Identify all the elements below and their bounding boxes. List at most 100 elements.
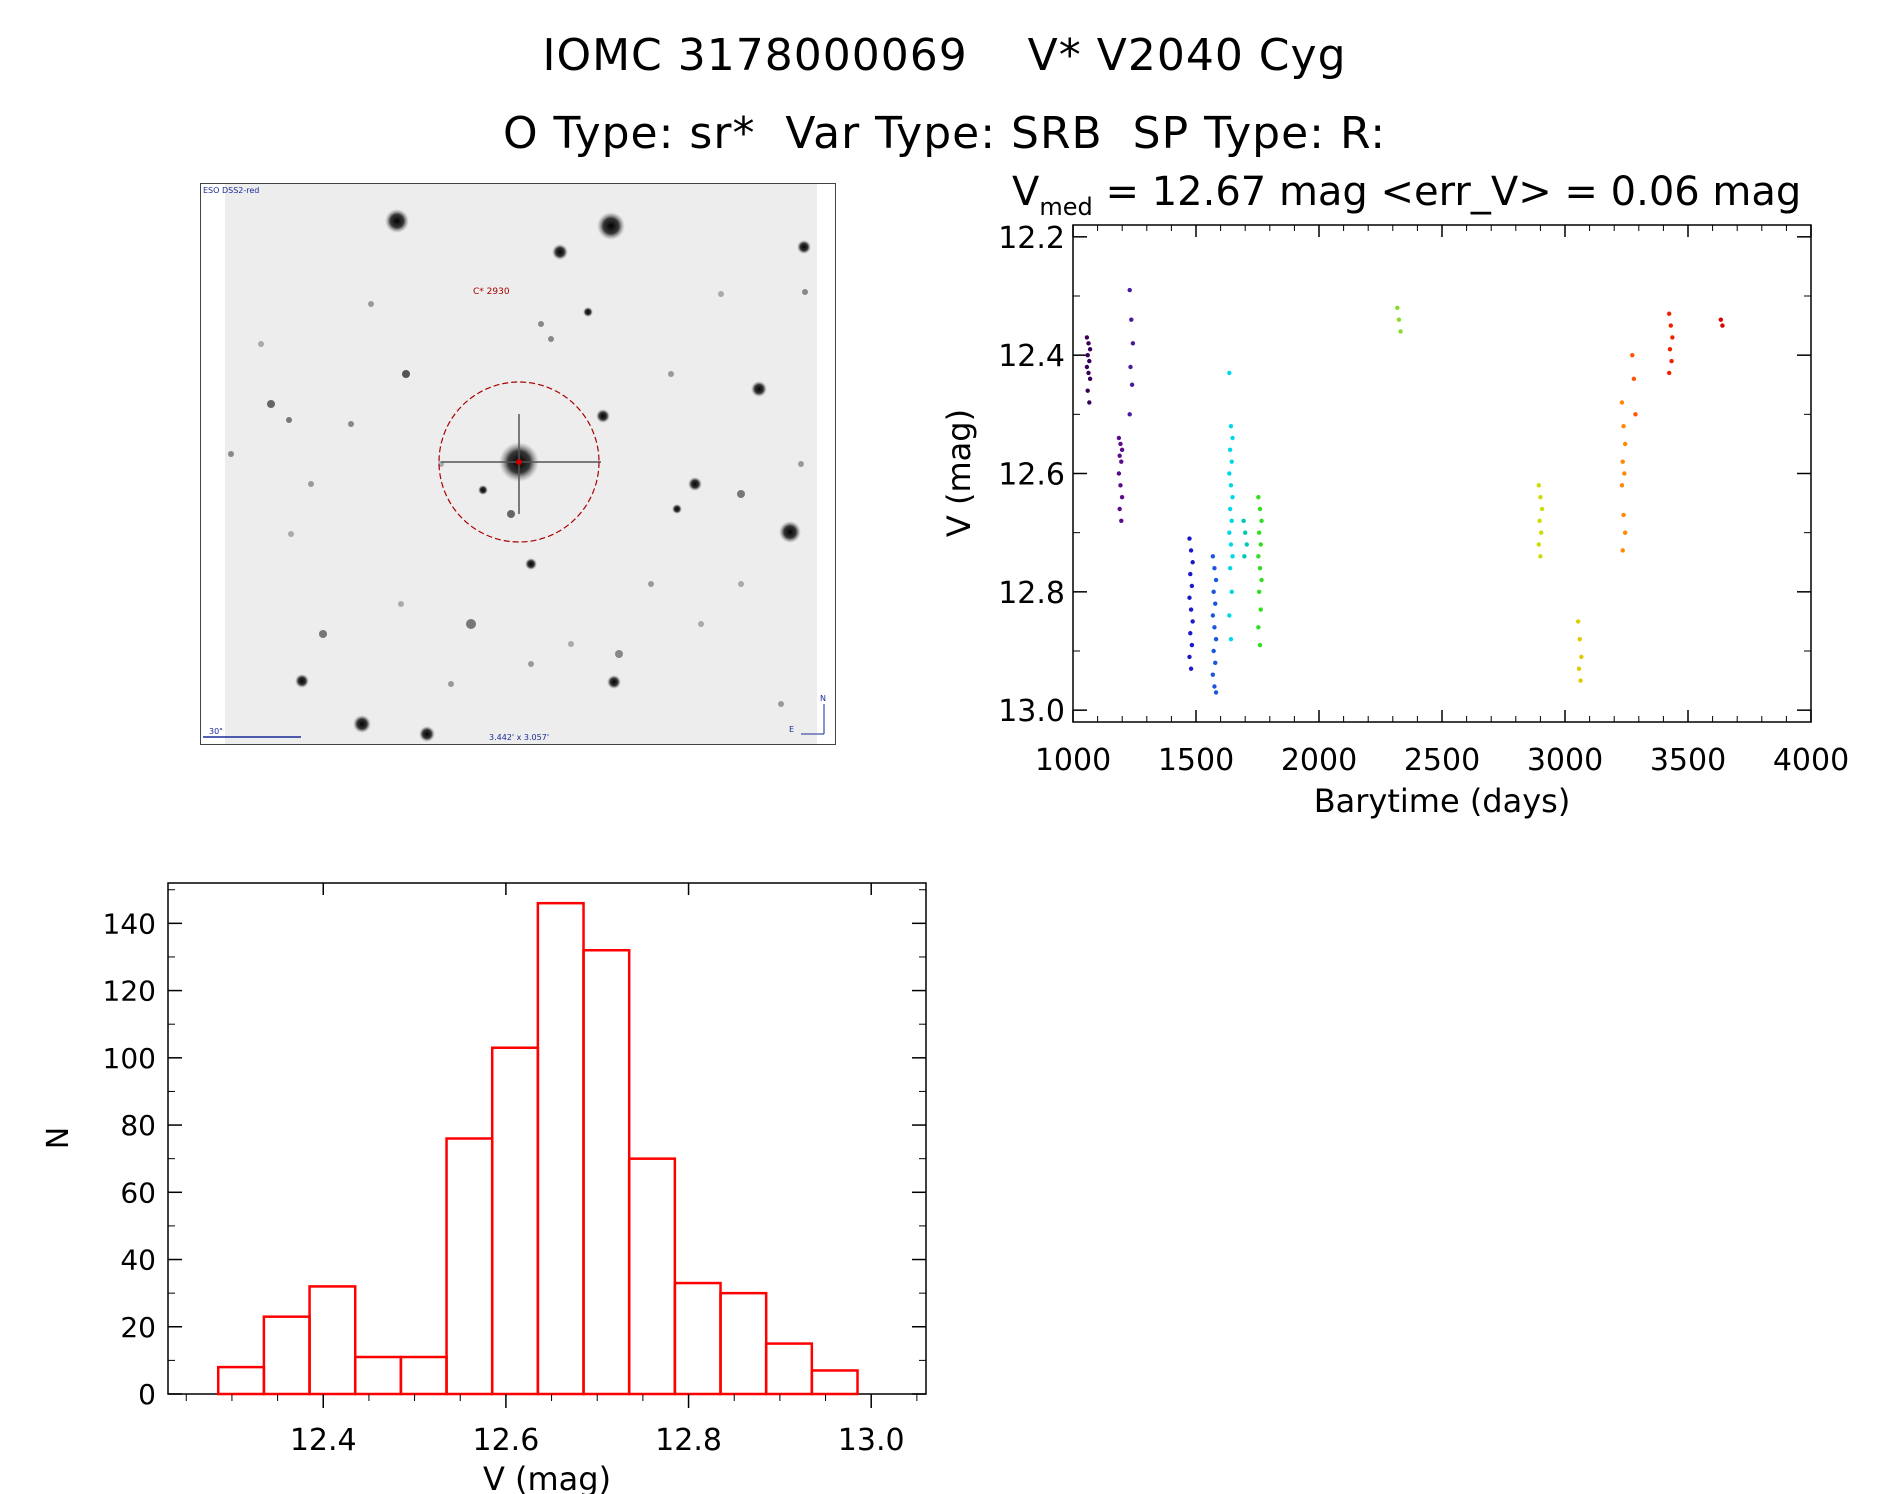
lc-point xyxy=(1575,619,1581,624)
lc-xtick-label: 3500 xyxy=(1650,743,1726,778)
title-subscript: med xyxy=(1039,193,1092,221)
lc-point xyxy=(1720,323,1725,328)
hist-ytick-label: 20 xyxy=(120,1311,156,1344)
lc-point xyxy=(1241,518,1246,524)
lc-point xyxy=(1129,317,1134,322)
lc-point xyxy=(1210,613,1216,618)
hist-bar xyxy=(399,1355,448,1396)
survey-label: ESO DSS2-red xyxy=(203,186,259,195)
lc-xtick-label: 1000 xyxy=(1035,743,1111,778)
lc-point xyxy=(1666,370,1672,376)
lc-point xyxy=(1190,619,1195,624)
lc-point xyxy=(1085,388,1090,393)
north-label: N xyxy=(820,694,826,703)
lc-point xyxy=(1210,672,1216,677)
lc-point xyxy=(1538,554,1543,559)
lc-point xyxy=(1119,447,1125,453)
lc-point xyxy=(1213,660,1218,666)
lc-point xyxy=(1576,666,1582,671)
lc-point xyxy=(1213,577,1219,583)
lc-point xyxy=(1229,518,1234,524)
lc-point xyxy=(1116,435,1122,441)
lc-point xyxy=(1118,441,1123,447)
lc-point xyxy=(1117,453,1122,458)
hist-bar xyxy=(810,1369,859,1396)
lc-point xyxy=(1128,364,1133,370)
lc-ytick-label: 12.2 xyxy=(998,221,1065,256)
hist-bar xyxy=(490,1046,540,1396)
lc-point xyxy=(1087,400,1092,405)
light-curve-ylabel: V (mag) xyxy=(940,409,978,537)
light-curve-title: Vmed = 12.67 mag <err_V> = 0.06 mag xyxy=(1012,169,1801,221)
lc-point xyxy=(1229,589,1234,595)
lc-point xyxy=(1539,506,1545,512)
hist-xtick-label: 13.0 xyxy=(838,1423,905,1458)
lc-point xyxy=(1243,530,1248,535)
lc-xtick-label: 3000 xyxy=(1527,743,1603,778)
lc-point xyxy=(1189,583,1195,589)
hist-bar xyxy=(216,1365,266,1396)
lc-point xyxy=(1622,471,1627,476)
lc-point xyxy=(1537,518,1542,524)
lc-point xyxy=(1259,577,1264,583)
lc-point xyxy=(1084,335,1090,340)
lc-xtick-label: 1500 xyxy=(1158,743,1234,778)
finding-chart: ESO DSS2-red C* 2930 30" 3.442' x 3.057'… xyxy=(200,183,836,745)
lc-point xyxy=(1087,358,1092,364)
lc-point xyxy=(1189,642,1195,648)
lc-point xyxy=(1086,341,1091,346)
lc-point xyxy=(1187,595,1192,600)
lc-point xyxy=(1085,352,1090,358)
lc-point xyxy=(1227,565,1233,571)
lc-point xyxy=(1668,323,1673,328)
lc-point xyxy=(1084,364,1090,370)
lc-point xyxy=(1119,494,1125,500)
lc-point xyxy=(1087,376,1093,382)
lc-point xyxy=(1539,530,1544,535)
lc-point xyxy=(1577,636,1582,642)
hist-bar xyxy=(308,1285,357,1396)
lc-point xyxy=(1127,412,1132,417)
lc-point xyxy=(1242,554,1247,559)
histogram-chart: 12.4 12.6 12.8 13.0 0 20 40 60 80 100 120 140 V (ma… xyxy=(41,882,927,1494)
lc-ytick-label: 13.0 xyxy=(998,694,1065,729)
lc-point xyxy=(1228,636,1234,642)
hist-ytick-label: 140 xyxy=(103,907,156,940)
lc-point xyxy=(1257,506,1263,512)
object-type-line: O Type: sr* Var Type: SRB SP Type: R: xyxy=(502,108,1387,159)
size-label: 3.442' x 3.057' xyxy=(489,733,549,742)
finding-chart-image: ESO DSS2-red C* 2930 30" 3.442' x 3.057'… xyxy=(201,184,835,744)
east-label: E xyxy=(789,725,794,734)
lc-point xyxy=(1621,512,1626,518)
lc-point xyxy=(1633,412,1638,417)
hist-bar xyxy=(673,1281,722,1396)
lc-point xyxy=(1227,506,1233,512)
lc-point xyxy=(1129,382,1135,387)
scale-label: 30" xyxy=(209,727,223,736)
target-star xyxy=(438,381,601,543)
lc-point xyxy=(1227,471,1232,476)
lc-point xyxy=(1666,311,1672,316)
hist-bar xyxy=(262,1315,311,1396)
lc-point xyxy=(1227,530,1232,535)
lc-point xyxy=(1667,347,1673,352)
light-curve-frame xyxy=(1072,224,1812,723)
lc-point xyxy=(1188,548,1194,553)
lc-point xyxy=(1395,305,1400,311)
lc-point xyxy=(1244,542,1250,547)
lc-point xyxy=(1620,459,1625,464)
lc-point xyxy=(1230,435,1235,441)
hist-xtick-label: 12.6 xyxy=(473,1423,540,1458)
lc-xtick-label: 4000 xyxy=(1773,743,1849,778)
lc-point xyxy=(1579,654,1584,660)
object-title: IOMC 3178000069 V* V2040 Cyg xyxy=(542,30,1347,81)
hist-bar xyxy=(582,948,631,1396)
lc-point xyxy=(1086,370,1091,376)
lc-ytick-label: 12.8 xyxy=(998,576,1065,611)
lc-xtick-label: 2500 xyxy=(1404,743,1480,778)
hist-xtick-label: 12.4 xyxy=(290,1423,357,1458)
lc-point xyxy=(1228,483,1234,488)
lc-point xyxy=(1257,642,1263,648)
hist-ytick-label: 60 xyxy=(120,1176,156,1209)
lc-ytick-label: 12.4 xyxy=(998,339,1065,374)
